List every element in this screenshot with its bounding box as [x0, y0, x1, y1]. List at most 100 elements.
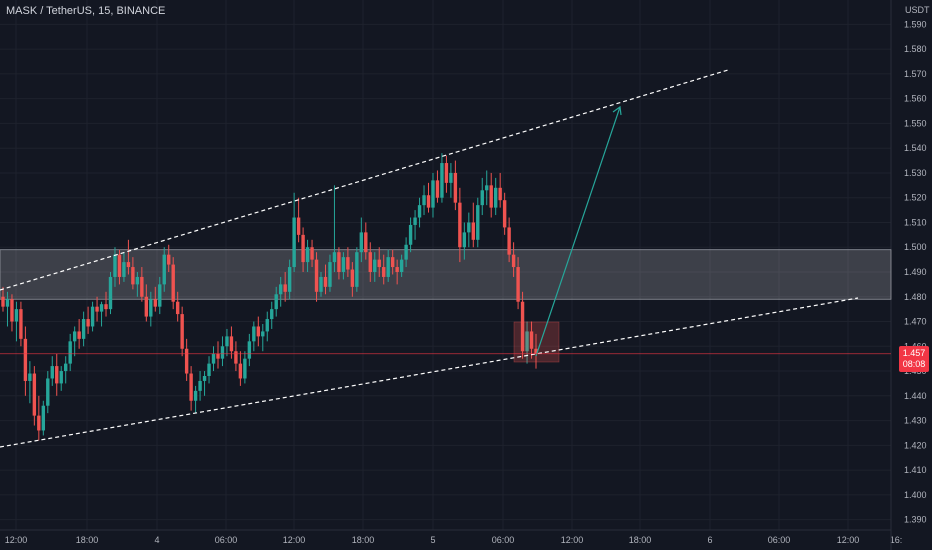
symbol-title: MASK / TetherUS, 15, BINANCE — [6, 5, 166, 17]
candle-body — [180, 314, 184, 349]
candle-body — [417, 205, 422, 218]
projection-arrow — [535, 106, 621, 357]
current-price-label: 1.457 — [902, 348, 926, 358]
candle-body — [175, 301, 180, 315]
candle-body — [364, 232, 368, 253]
candle-body — [426, 195, 431, 208]
candle-body — [77, 331, 81, 339]
candle-body — [90, 306, 95, 327]
candle-body — [404, 244, 408, 260]
candle-body — [198, 380, 202, 391]
candle-body — [149, 299, 153, 317]
candle-body — [516, 267, 520, 302]
y-tick-label: 1.530 — [904, 168, 927, 178]
candle-body — [72, 331, 77, 342]
candle-body — [122, 262, 126, 277]
candle-body — [319, 276, 323, 292]
y-tick-label: 1.470 — [904, 317, 927, 327]
candle-body — [382, 267, 386, 277]
candle-body — [64, 363, 68, 372]
candle-body — [225, 336, 229, 347]
candle-body — [5, 299, 10, 307]
y-tick-label: 1.510 — [904, 217, 927, 227]
candle-body — [113, 254, 117, 277]
candle-body — [511, 254, 516, 268]
candle-body — [162, 254, 166, 285]
candle-body — [493, 187, 498, 208]
y-tick-label: 1.540 — [904, 143, 927, 153]
y-tick-label: 1.440 — [904, 391, 927, 401]
x-tick-label: 4 — [154, 535, 159, 545]
candle-body — [386, 257, 390, 277]
y-tick-label: 1.520 — [904, 193, 927, 203]
candle-body — [305, 247, 310, 263]
candle-body — [207, 363, 211, 376]
candle-body — [449, 172, 453, 183]
x-tick-label: 18:00 — [76, 535, 99, 545]
candle-body — [476, 205, 480, 240]
x-tick-label: 06:00 — [215, 535, 238, 545]
current-price-tag: 1.457 08:08 — [899, 346, 929, 372]
candle-body — [359, 232, 364, 253]
candle-body — [435, 180, 440, 198]
candle-body — [355, 252, 359, 287]
candle-body — [50, 366, 54, 379]
candle-body — [193, 390, 198, 401]
candle-body — [520, 301, 525, 352]
candle-body — [252, 326, 256, 342]
upper-channel-line — [0, 69, 729, 291]
candle-body — [184, 348, 189, 374]
y-tick-label: 1.570 — [904, 69, 927, 79]
candle-body — [247, 341, 252, 359]
candle-body — [99, 304, 104, 312]
y-tick-label: 1.400 — [904, 490, 927, 500]
candle-body — [507, 227, 511, 255]
candle-body — [238, 363, 243, 379]
candle-body — [296, 217, 301, 235]
candle-body — [216, 353, 220, 359]
candle-body — [131, 267, 135, 285]
candle-body — [292, 217, 296, 268]
candle-body — [283, 284, 287, 292]
candle-body — [350, 269, 355, 287]
candle-body — [1, 296, 5, 307]
x-tick-label: 18:00 — [629, 535, 652, 545]
axis-unit-label: USDT — [905, 5, 930, 15]
candle-body — [346, 257, 350, 270]
candle-body — [59, 371, 63, 384]
candle-body — [153, 299, 157, 307]
x-tick-label: 16: — [890, 535, 903, 545]
candle-body — [41, 405, 46, 431]
y-tick-label: 1.580 — [904, 44, 927, 54]
candle-body — [301, 234, 305, 263]
candle-body — [534, 348, 538, 354]
x-tick-label: 06:00 — [492, 535, 515, 545]
candle-body — [332, 252, 337, 263]
candle-body — [234, 351, 238, 364]
candle-body — [314, 259, 319, 292]
y-tick-label: 1.480 — [904, 292, 927, 302]
candle-body — [390, 257, 395, 268]
x-tick-label: 12:00 — [5, 535, 28, 545]
candle-body — [32, 373, 37, 416]
candle-body — [140, 276, 144, 297]
candle-body — [422, 195, 426, 206]
candle-body — [55, 366, 59, 384]
candle-body — [287, 267, 292, 292]
candle-body — [458, 202, 462, 248]
x-tick-label: 18:00 — [352, 535, 375, 545]
candle-body — [126, 262, 131, 268]
candle-body — [158, 284, 162, 307]
lower-channel-line — [0, 297, 859, 448]
candle-body — [68, 341, 72, 364]
candle-body — [323, 276, 328, 287]
y-tick-label: 1.430 — [904, 416, 927, 426]
y-tick-label: 1.390 — [904, 515, 927, 525]
candle-body — [28, 373, 32, 381]
candle-body — [270, 309, 274, 320]
candle-body — [502, 200, 507, 228]
y-tick-label: 1.560 — [904, 94, 927, 104]
candle-body — [408, 224, 413, 245]
